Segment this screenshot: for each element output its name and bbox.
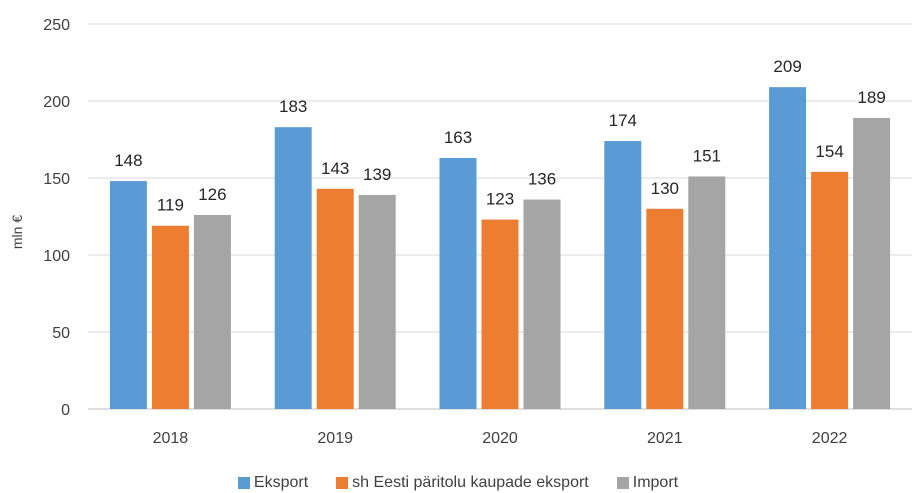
data-label: 174 <box>609 111 637 130</box>
bar <box>109 181 147 409</box>
bar <box>769 87 807 409</box>
y-axis-title: mln € <box>9 215 25 249</box>
data-label: 119 <box>157 196 184 215</box>
y-axis-ticks: 0 50 100 150 200 250 <box>43 17 70 419</box>
bar <box>439 157 477 409</box>
legend-item: Eksport <box>237 474 309 492</box>
x-tick-label: 2021 <box>647 430 683 447</box>
data-label: 139 <box>363 165 391 184</box>
data-label: 189 <box>857 88 885 107</box>
x-axis-ticks: 2018 2019 2020 2021 2022 <box>153 430 848 447</box>
legend: Eksport sh Eesti päritolu kaupade eksport… <box>0 474 916 492</box>
data-label: 143 <box>321 159 349 178</box>
bar <box>358 194 396 409</box>
legend-label: Eksport <box>253 474 309 491</box>
bar <box>646 208 684 409</box>
data-label: 183 <box>279 97 307 116</box>
x-tick-label: 2022 <box>812 430 848 447</box>
data-labels: 148 119 126 183 143 139 163 123 136 174 130 151 209 1… <box>114 57 886 215</box>
bar <box>811 171 849 409</box>
data-label: 123 <box>486 190 514 209</box>
bar <box>316 188 354 409</box>
y-tick-label: 250 <box>43 17 70 34</box>
y-tick-label: 100 <box>43 248 70 265</box>
legend-swatch <box>237 477 250 489</box>
y-tick-label: 150 <box>43 171 70 188</box>
bar <box>523 199 561 409</box>
legend-label: sh Eesti päritolu kaupade eksport <box>352 474 589 491</box>
data-label: 136 <box>528 170 556 189</box>
data-label: 163 <box>444 128 472 147</box>
data-label: 209 <box>773 57 801 76</box>
bar <box>481 219 519 409</box>
legend-swatch <box>616 477 629 489</box>
bar <box>688 176 726 409</box>
data-label: 126 <box>198 185 226 204</box>
y-tick-label: 0 <box>61 402 70 419</box>
legend-swatch <box>336 477 349 489</box>
legend-label: Import <box>632 474 679 491</box>
data-label: 154 <box>815 142 843 161</box>
x-tick-label: 2020 <box>482 430 518 447</box>
bar-chart: 0 50 100 150 200 250 mln € 148 119 126 183 143 139… <box>9 17 912 447</box>
bars <box>109 87 891 410</box>
data-label: 151 <box>693 146 721 165</box>
y-tick-label: 200 <box>43 94 70 111</box>
x-tick-label: 2019 <box>317 430 353 447</box>
legend-item: Import <box>616 474 679 492</box>
bar <box>853 117 891 409</box>
bar <box>604 141 642 410</box>
data-label: 148 <box>114 151 142 170</box>
legend-item: sh Eesti päritolu kaupade eksport <box>336 474 589 492</box>
y-tick-label: 50 <box>52 325 70 342</box>
data-label: 130 <box>651 179 679 198</box>
bar <box>151 225 189 409</box>
x-tick-label: 2018 <box>153 430 189 447</box>
bar <box>274 127 312 410</box>
bar <box>193 214 231 409</box>
